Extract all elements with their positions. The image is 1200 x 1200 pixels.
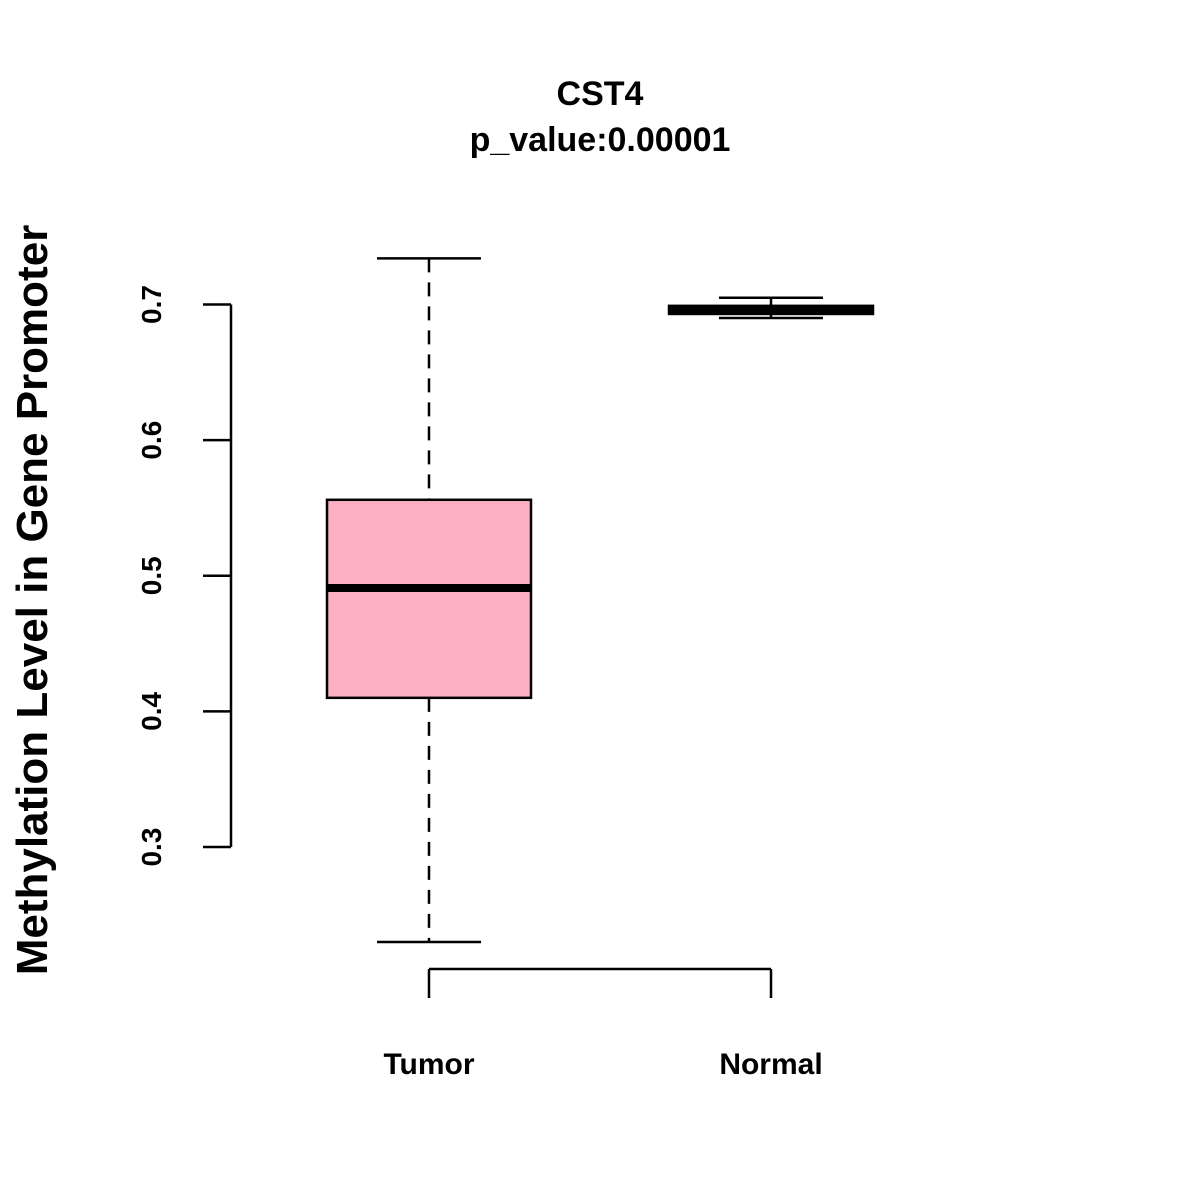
box-iqr (325, 498, 533, 700)
box-tumor (325, 257, 533, 944)
y-axis: 0.3 0.4 0.5 0.6 0.7 (136, 285, 233, 867)
y-tick-label: 0.6 (136, 421, 167, 460)
x-axis: Tumor Normal (383, 967, 823, 1081)
y-tick-label: 0.7 (136, 285, 167, 324)
x-tick-label-normal: Normal (719, 1048, 822, 1081)
y-tick-label: 0.4 (136, 692, 167, 731)
x-tick-label-tumor: Tumor (383, 1048, 474, 1081)
y-tick-label: 0.3 (136, 828, 167, 867)
y-axis-label: Methylation Level in Gene Promoter (8, 225, 57, 976)
boxes-group (325, 257, 875, 944)
y-tick-label: 0.5 (136, 556, 167, 595)
chart-subtitle: p_value:0.00001 (470, 121, 731, 159)
chart-title: CST4 (557, 75, 644, 113)
box-normal (667, 296, 875, 320)
